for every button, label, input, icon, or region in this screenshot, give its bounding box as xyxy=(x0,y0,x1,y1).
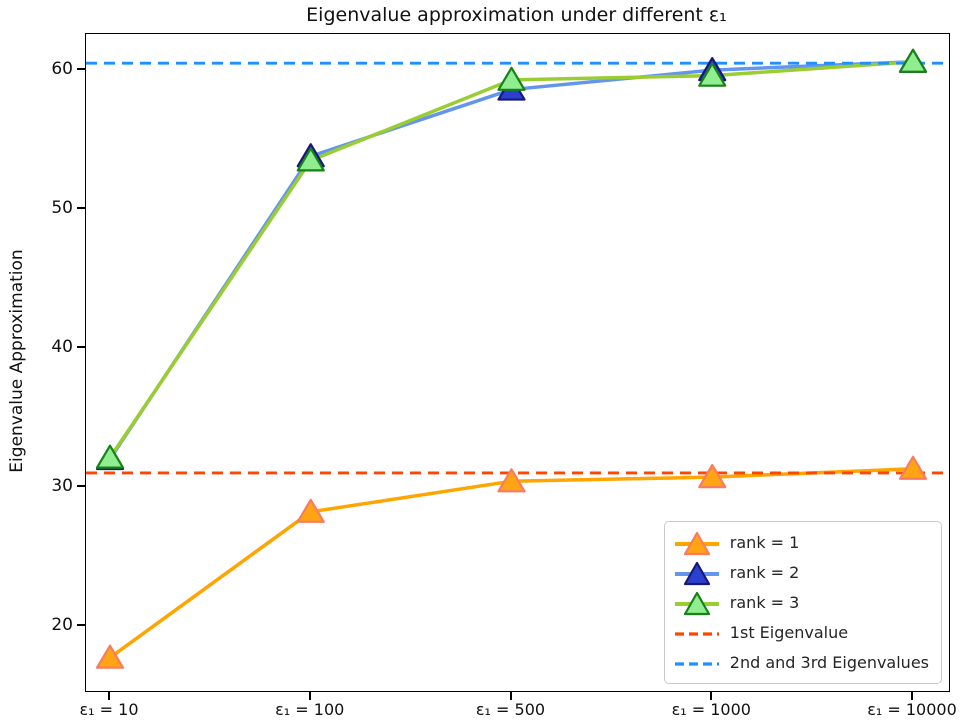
x-tick-mark xyxy=(509,692,512,700)
legend-marker-triangle-icon xyxy=(683,531,710,555)
marker-rank-3-point-2 xyxy=(497,66,526,91)
x-tick-label: ε₁ = 1000 xyxy=(671,700,751,719)
marker-rank-3-point-4 xyxy=(898,48,928,73)
legend-marker-triangle-icon xyxy=(683,561,710,585)
plot-canvas xyxy=(86,48,949,669)
chart-title: Eigenvalue approximation under different… xyxy=(306,4,727,26)
legend-sample-rank-3 xyxy=(674,591,719,615)
legend-item-rank-1: rank = 1 xyxy=(674,529,929,556)
legend-sample-2nd-and-3rd-eigenvalues xyxy=(674,661,719,666)
y-tick-label: 60 xyxy=(51,59,73,80)
marker-rank-3-point-3 xyxy=(698,62,727,87)
legend-marker-triangle-icon xyxy=(683,591,710,615)
x-tick-mark xyxy=(911,692,913,700)
x-tick-label: ε₁ = 100 xyxy=(275,700,345,719)
series-line-rank-3 xyxy=(108,60,915,460)
legend-label: rank = 1 xyxy=(729,533,800,552)
legend-label: rank = 2 xyxy=(729,563,800,582)
legend-sample-1st-eigenvalue xyxy=(674,631,719,636)
marker-rank-1-point-3 xyxy=(698,463,727,489)
marker-rank-1-point-2 xyxy=(497,468,526,493)
y-tick-mark xyxy=(77,207,85,209)
legend-sample-rank-2 xyxy=(674,561,719,585)
marker-rank-1-point-4 xyxy=(898,455,928,480)
y-tick-label: 50 xyxy=(51,198,73,218)
legend-item-rank-2: rank = 2 xyxy=(674,559,929,586)
legend-label: 1st Eigenvalue xyxy=(729,623,849,642)
plot-area: rank = 1 rank = 2 rank = 3 1st Eigenvalue 2n… xyxy=(85,33,950,692)
x-tick-label: ε₁ = 10 xyxy=(79,700,139,719)
marker-rank-3-point-1 xyxy=(296,147,325,172)
legend-label: rank = 3 xyxy=(729,593,800,612)
marker-rank-1-point-1 xyxy=(296,498,325,523)
legend-label: 2nd and 3rd Eigenvalues xyxy=(729,653,929,672)
y-tick-label: 30 xyxy=(51,475,73,496)
legend-item-1st-eigenvalue: 1st Eigenvalue xyxy=(674,619,929,646)
marker-rank-3-point-0 xyxy=(95,444,125,469)
y-tick-mark xyxy=(77,623,85,626)
x-tick-label: ε₁ = 500 xyxy=(475,700,546,719)
legend: rank = 1 rank = 2 rank = 3 1st Eigenvalue 2n… xyxy=(663,521,942,684)
marker-rank-1-point-0 xyxy=(95,644,125,669)
y-tick-mark xyxy=(77,484,85,487)
y-tick-label: 20 xyxy=(51,614,73,635)
legend-item-rank-3: rank = 3 xyxy=(674,589,929,616)
x-tick-mark xyxy=(108,692,110,700)
legend-item-2nd-and-3rd-eigenvalues: 2nd and 3rd Eigenvalues xyxy=(674,649,929,676)
series-line-rank-2 xyxy=(108,60,915,461)
y-tick-mark xyxy=(77,68,85,71)
x-tick-mark xyxy=(308,692,311,700)
x-tick-mark xyxy=(710,692,713,700)
x-tick-label: ε₁ = 10000 xyxy=(867,700,957,719)
y-tick-mark xyxy=(77,345,85,348)
y-axis-label: Eigenvalue Approximation xyxy=(7,249,27,473)
y-tick-label: 40 xyxy=(51,336,73,357)
legend-sample-rank-1 xyxy=(674,531,719,555)
